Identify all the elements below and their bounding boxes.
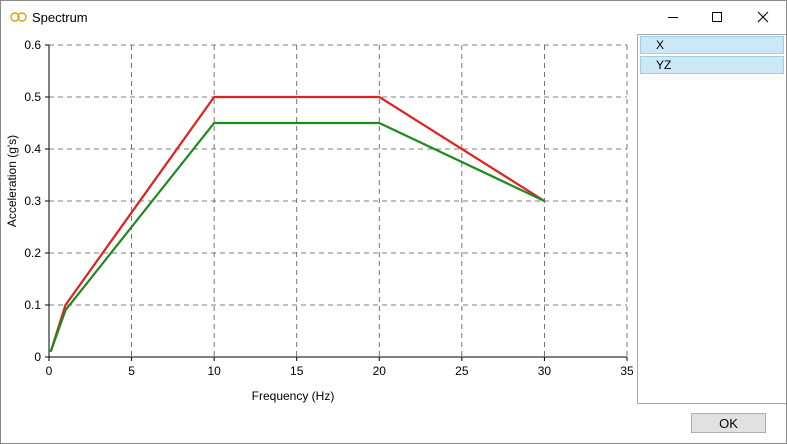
minimize-button[interactable] — [650, 1, 696, 33]
x-tick-label: 30 — [538, 364, 552, 378]
spectrum-chart: 0 5 10 15 20 25 30 35 0 0.1 0.2 0.3 0.4 0.5 0.6 Frequen… — [5, 38, 633, 403]
close-button[interactable] — [740, 1, 786, 33]
x-axis-label: Frequency (Hz) — [252, 389, 335, 403]
title-bar[interactable]: Spectrum — [1, 1, 786, 33]
list-item-x[interactable]: X — [640, 36, 784, 54]
ok-button[interactable]: OK — [691, 413, 766, 433]
x-tick-label: 10 — [207, 364, 221, 378]
y-tick-label: 0.5 — [24, 90, 41, 104]
series-line-2 — [49, 121, 545, 353]
x-tick-label: 25 — [455, 364, 469, 378]
y-tick-label: 0.3 — [24, 194, 41, 208]
maximize-icon — [712, 12, 722, 22]
minimize-icon — [668, 17, 678, 18]
x-tick-label: 15 — [290, 364, 304, 378]
axis-list[interactable]: X YZ — [637, 34, 786, 404]
x-tick-label: 20 — [373, 364, 387, 378]
y-tick-label: 0.6 — [24, 38, 41, 52]
app-icon — [10, 12, 27, 22]
y-axis-label: Acceleration (g's) — [5, 135, 19, 227]
y-tick-label: 0.2 — [24, 246, 41, 260]
close-icon — [757, 11, 769, 23]
x-tick-label: 0 — [46, 364, 53, 378]
y-tick-label: 0 — [34, 350, 41, 364]
window-title: Spectrum — [32, 10, 88, 25]
list-item-yz[interactable]: YZ — [640, 56, 784, 74]
y-tick-label: 0.1 — [24, 298, 41, 312]
maximize-button[interactable] — [694, 1, 740, 33]
y-tick-label: 0.4 — [24, 142, 41, 156]
series-line-1 — [49, 95, 546, 353]
x-tick-label: 35 — [620, 364, 633, 378]
x-tick-label: 5 — [128, 364, 135, 378]
